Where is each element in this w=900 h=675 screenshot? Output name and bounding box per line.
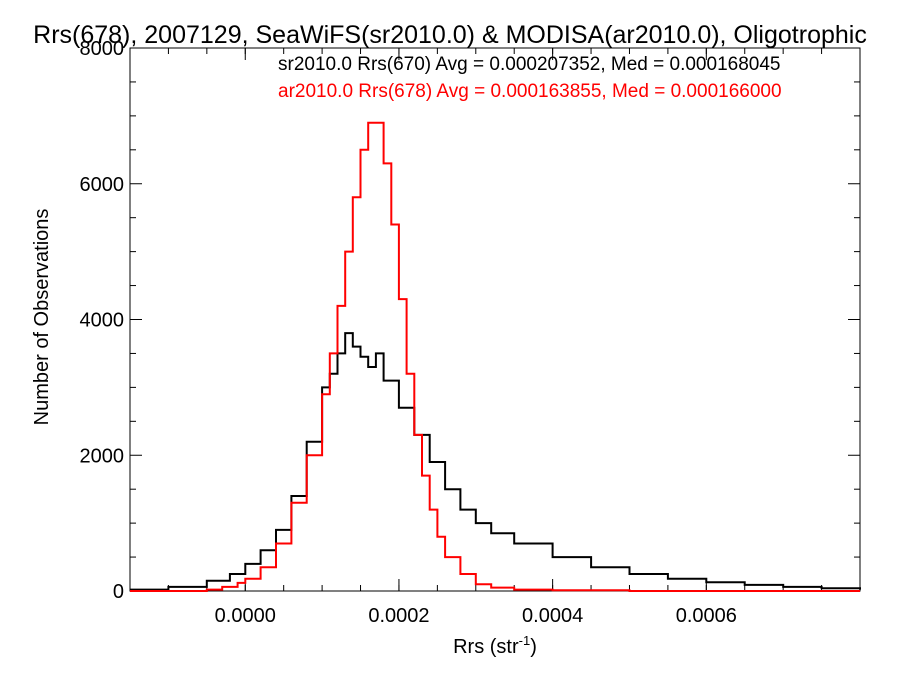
- y-tick-label: 0: [113, 581, 124, 603]
- x-axis-label: Rrs (str-1): [453, 633, 537, 658]
- series-layer: [129, 121, 861, 592]
- y-tick-label: 8000: [80, 38, 125, 60]
- legend-entry-black: sr2010.0 Rrs(670) Avg = 0.000207352, Med…: [278, 54, 780, 75]
- x-axis-label-close: ): [530, 636, 537, 658]
- y-tick-label: 4000: [80, 310, 125, 332]
- chart-title: Rrs(678), 2007129, SeaWiFS(sr2010.0) & M…: [33, 21, 867, 49]
- x-axis-label-text: Rrs (str: [453, 636, 519, 658]
- axis-ticks: [130, 47, 860, 592]
- plot-border: [129, 47, 861, 592]
- y-tick-label: 6000: [80, 174, 125, 196]
- x-tick-label: 0.0000: [215, 605, 276, 627]
- x-tick-label: 0.0004: [522, 605, 583, 627]
- y-tick-label: 2000: [80, 445, 125, 467]
- axis-tick-labels: 0.0000 0.0002 0.0004 0.0006 0 2000 4000 6000 800…: [80, 38, 737, 627]
- x-tick-label: 0.0002: [368, 605, 429, 627]
- plot-frame: [129, 47, 861, 592]
- series-line-black: [130, 332, 861, 591]
- x-axis-label-exponent: -1: [519, 633, 531, 648]
- series-line-red: [130, 121, 860, 592]
- x-tick-label: 0.0006: [676, 605, 737, 627]
- legend-entry-red: ar2010.0 Rrs(678) Avg = 0.000163855, Med…: [278, 81, 782, 102]
- y-axis-label: Number of Observations: [31, 209, 53, 426]
